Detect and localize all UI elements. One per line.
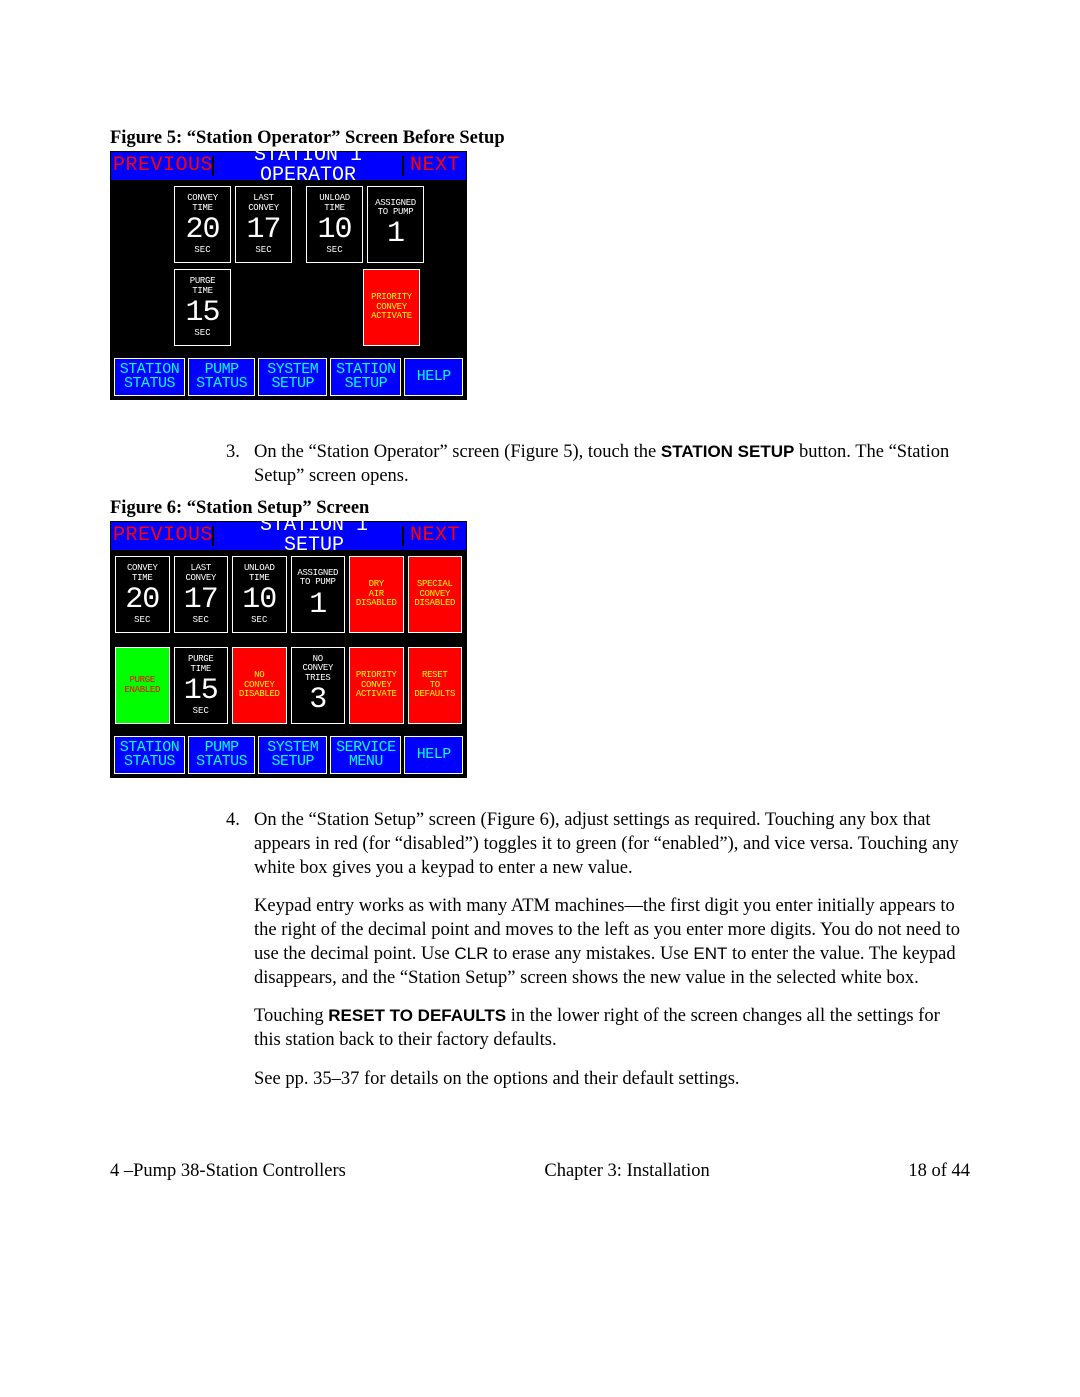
fig6-title: STATION 1 SETUP xyxy=(214,516,402,556)
hmi-cell[interactable]: PURGETIME15SEC xyxy=(174,647,229,724)
step4-text: 4. On the “Station Setup” screen (Figure… xyxy=(226,808,970,1090)
hmi-cell[interactable]: ASSIGNEDTO PUMP1 xyxy=(291,556,346,633)
hmi-cell[interactable]: UNLOADTIME10SEC xyxy=(232,556,287,633)
fig5-next-button[interactable]: NEXT xyxy=(402,156,466,176)
step4-para-b: Keypad entry works as with many ATM mach… xyxy=(254,894,970,990)
fig6-next-button[interactable]: NEXT xyxy=(402,526,466,546)
step3-number: 3. xyxy=(226,440,254,488)
hmi-cell[interactable]: PURGEENABLED xyxy=(115,647,170,724)
hmi-cell[interactable]: CONVEYTIME20SEC xyxy=(174,186,231,263)
document-page: Figure 5: “Station Operator” Screen Befo… xyxy=(0,0,1080,1242)
nav-button[interactable]: SYSTEM SETUP xyxy=(258,736,327,774)
hmi-cell[interactable]: ASSIGNEDTO PUMP1 xyxy=(367,186,424,263)
hmi-cell[interactable]: PRIORITYCONVEYACTIVATE xyxy=(349,647,404,724)
footer-mid: Chapter 3: Installation xyxy=(544,1161,709,1182)
hmi-cell[interactable]: SPECIALCONVEYDISABLED xyxy=(408,556,463,633)
step3-text-before: On the “Station Operator” screen (Figure… xyxy=(254,442,661,462)
station-setup-bold: STATION SETUP xyxy=(661,442,795,461)
hmi-cell[interactable]: NOCONVEYTRIES3 xyxy=(291,647,346,724)
ent-key: ENT xyxy=(693,944,727,963)
fig6-row2: PURGEENABLEDPURGETIME15SECNOCONVEYDISABL… xyxy=(115,647,462,724)
fig6-titlebar: PREVIOUS STATION 1 SETUP NEXT xyxy=(111,522,466,550)
fig5-nav-row: STATION STATUSPUMP STATUSSYSTEM SETUPSTA… xyxy=(111,358,466,399)
nav-button[interactable]: STATION STATUS xyxy=(114,736,185,774)
hmi-cell[interactable]: PRIORITYCONVEYACTIVATE xyxy=(363,269,420,346)
fig5-row1: CONVEYTIME20SECLASTCONVEY17SECUNLOADTIME… xyxy=(115,186,462,263)
nav-button[interactable]: STATION STATUS xyxy=(114,358,185,396)
fig5-previous-button[interactable]: PREVIOUS xyxy=(111,156,214,176)
nav-button[interactable]: HELP xyxy=(404,358,463,396)
hmi-cell[interactable]: LASTCONVEY17SEC xyxy=(235,186,292,263)
hmi-cell[interactable]: LASTCONVEY17SEC xyxy=(174,556,229,633)
hmi-cell[interactable]: DRYAIRDISABLED xyxy=(349,556,404,633)
figure5-hmi-screen: PREVIOUS STATION 1 OPERATOR NEXT CONVEYT… xyxy=(110,151,467,400)
step4-para-c: Touching RESET TO DEFAULTS in the lower … xyxy=(254,1004,970,1052)
hmi-cell[interactable]: PURGETIME15SEC xyxy=(174,269,231,346)
step4-para-a: On the “Station Setup” screen (Figure 6)… xyxy=(254,808,970,880)
nav-button[interactable]: STATION SETUP xyxy=(330,358,401,396)
fig5-titlebar: PREVIOUS STATION 1 OPERATOR NEXT xyxy=(111,152,466,180)
nav-button[interactable]: PUMP STATUS xyxy=(188,358,255,396)
hmi-cell[interactable]: NOCONVEYDISABLED xyxy=(232,647,287,724)
footer-right: 18 of 44 xyxy=(908,1161,970,1182)
hmi-cell[interactable]: RESETTODEFAULTS xyxy=(408,647,463,724)
nav-button[interactable]: SYSTEM SETUP xyxy=(258,358,327,396)
nav-button[interactable]: HELP xyxy=(404,736,463,774)
fig5-title: STATION 1 OPERATOR xyxy=(214,146,402,186)
fig5-row2: PURGETIME15SEC PRIORITYCONVEYACTIVATE xyxy=(115,269,462,346)
fig6-previous-button[interactable]: PREVIOUS xyxy=(111,526,214,546)
clr-key: CLR xyxy=(454,944,488,963)
step4-para-d: See pp. 35–37 for details on the options… xyxy=(254,1067,970,1091)
footer-left: 4 –Pump 38-Station Controllers xyxy=(110,1161,346,1182)
fig6-row1: CONVEYTIME20SECLASTCONVEY17SECUNLOADTIME… xyxy=(115,556,462,633)
fig6-nav-row: STATION STATUSPUMP STATUSSYSTEM SETUPSER… xyxy=(111,736,466,777)
step4-number: 4. xyxy=(226,808,254,894)
nav-button[interactable]: PUMP STATUS xyxy=(188,736,255,774)
reset-to-defaults-bold: RESET TO DEFAULTS xyxy=(328,1006,506,1025)
page-footer: 4 –Pump 38-Station Controllers Chapter 3… xyxy=(110,1161,970,1182)
hmi-cell[interactable]: UNLOADTIME10SEC xyxy=(306,186,363,263)
step3-text: 3. On the “Station Operator” screen (Fig… xyxy=(226,440,970,488)
nav-button[interactable]: SERVICE MENU xyxy=(330,736,401,774)
hmi-cell[interactable]: CONVEYTIME20SEC xyxy=(115,556,170,633)
figure6-hmi-screen: PREVIOUS STATION 1 SETUP NEXT CONVEYTIME… xyxy=(110,521,467,778)
